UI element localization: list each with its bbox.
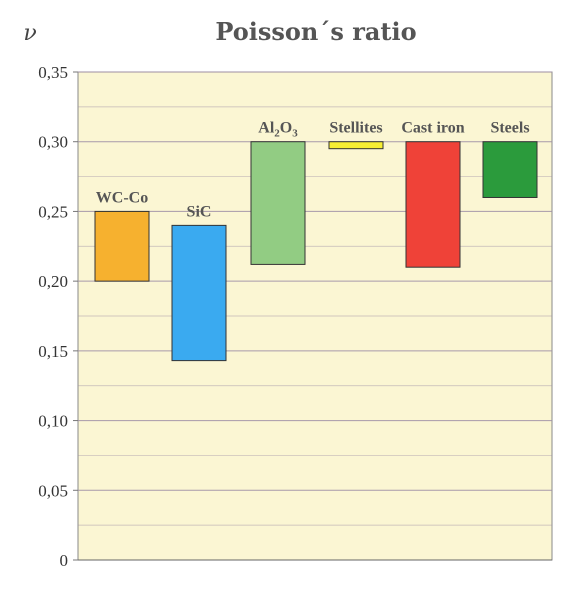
y-tick-label: 0,35 <box>38 63 68 82</box>
bar-label-stellites: Stellites <box>329 120 382 137</box>
y-tick-label: 0 <box>60 551 69 570</box>
y-tick-label: 0,25 <box>38 202 68 221</box>
bar-cast-iron <box>405 141 461 268</box>
y-tick-label: 0,15 <box>38 342 68 361</box>
plot-area: 0 0,05 0,10 0,15 0,20 0,25 0,30 0,35 WC-Co SiC Al2… <box>38 63 553 570</box>
y-tick-label: 0,30 <box>38 133 68 152</box>
bar-sic <box>171 224 227 362</box>
bar-label-sic: SiC <box>187 203 212 220</box>
y-tick-label: 0,20 <box>38 272 68 291</box>
bar-label-cast-iron: Cast iron <box>401 120 464 137</box>
bar-wc-co <box>94 210 150 282</box>
chart-title: Poisson´s ratio <box>215 17 416 46</box>
y-tick-label: 0,10 <box>38 412 68 431</box>
bar-al2o3 <box>250 141 306 265</box>
bar-steels <box>482 141 538 198</box>
bar-label-steels: Steels <box>490 120 529 137</box>
bar-stellites <box>328 141 384 150</box>
bar-label-al2o3: Al2O3 <box>258 120 298 140</box>
y-tick-label: 0,05 <box>38 481 68 500</box>
y-axis-label: ν <box>23 21 36 46</box>
bar-label-wc-co: WC-Co <box>96 189 148 206</box>
